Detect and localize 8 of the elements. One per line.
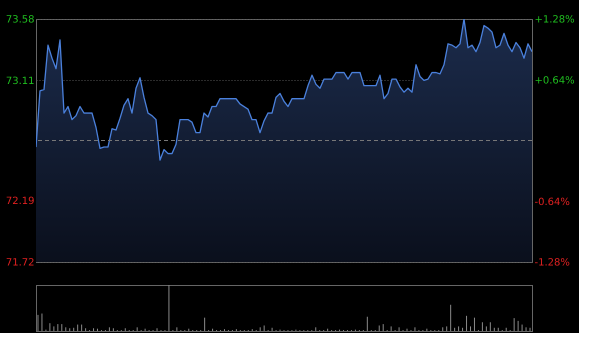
y2-tick-label: +0.64%	[534, 75, 575, 86]
y-tick-label: 71.72	[6, 258, 34, 268]
y2-tick-label: +1.28%	[534, 14, 575, 26]
y2-tick-label: -0.64%	[534, 196, 570, 208]
y2-tick-label: -1.28%	[534, 258, 570, 268]
y-tick-label: 72.19	[6, 196, 34, 208]
y-tick-label: 73.58	[6, 14, 34, 26]
y-tick-label: 73.11	[6, 76, 34, 87]
